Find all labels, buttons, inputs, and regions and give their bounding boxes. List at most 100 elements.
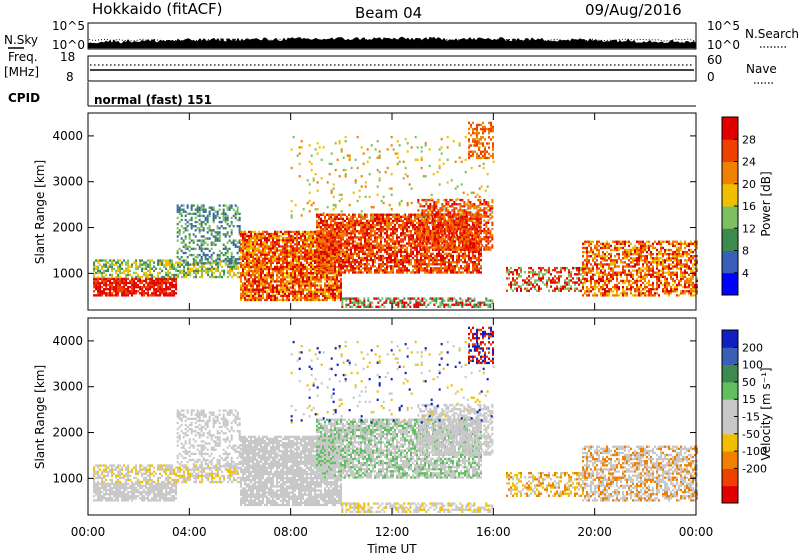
power-cell — [205, 269, 208, 273]
power-cell — [342, 213, 344, 216]
power-cell — [360, 236, 362, 239]
power-cell — [304, 288, 306, 291]
power-cell — [258, 282, 260, 285]
power-cell — [240, 280, 242, 283]
power-cell — [252, 263, 254, 267]
power-cell — [276, 259, 278, 262]
power-cell — [97, 281, 100, 285]
power-cell — [169, 275, 172, 279]
power-cell — [131, 275, 134, 279]
power-cell — [427, 225, 430, 229]
power-cell — [101, 267, 104, 270]
power-cell — [419, 225, 422, 229]
power-cell — [336, 217, 338, 221]
power-cell — [320, 246, 322, 249]
power-cell — [475, 248, 478, 251]
power-cell — [388, 227, 390, 231]
power-cell — [296, 243, 298, 246]
power-cell — [402, 258, 404, 262]
power-cell — [282, 288, 284, 291]
power-cell — [349, 301, 352, 304]
power-cell — [181, 269, 184, 273]
power-cell — [469, 233, 472, 237]
power-cell — [147, 273, 150, 277]
power-cell — [167, 273, 170, 277]
power-cell — [396, 234, 398, 237]
power-cell — [459, 238, 462, 241]
power-cell — [412, 246, 414, 249]
power-cell — [292, 267, 294, 271]
power-cell — [294, 278, 296, 281]
power-cell — [382, 236, 384, 239]
power-cell — [270, 265, 272, 269]
power-cell — [268, 286, 270, 289]
power-cell — [200, 239, 203, 242]
power-cell — [288, 251, 290, 254]
freq-unit-label: [MHz] — [4, 65, 39, 79]
power-cell — [435, 238, 438, 241]
power-cell — [129, 292, 132, 295]
power-cell — [434, 221, 436, 225]
power-cell — [382, 213, 384, 216]
power-cell — [432, 217, 434, 221]
power-cell — [382, 230, 384, 233]
power-cell — [428, 269, 430, 272]
power-cell — [453, 248, 456, 251]
power-cell — [292, 236, 294, 240]
power-cell — [392, 258, 394, 262]
power-cell — [479, 223, 482, 227]
power-cell — [274, 247, 276, 250]
power-cell — [95, 288, 98, 291]
power-cell — [258, 278, 260, 281]
power-cell — [322, 294, 324, 298]
power-cell — [318, 238, 320, 241]
power-cell — [230, 231, 233, 234]
power-cell — [314, 284, 316, 287]
power-cell — [334, 248, 336, 251]
power-cell — [270, 232, 272, 236]
power-cell — [294, 249, 296, 252]
power-cell — [480, 254, 482, 258]
power-cell — [468, 263, 470, 266]
power-cell — [419, 221, 422, 224]
power-cell — [476, 269, 478, 272]
power-cell — [470, 260, 472, 264]
power-cell — [374, 236, 376, 239]
power-cell — [485, 240, 488, 243]
power-cell — [412, 240, 414, 243]
power-cell — [284, 236, 286, 240]
power-cell — [300, 282, 302, 285]
power-cell — [113, 285, 116, 289]
power-cell — [272, 294, 274, 298]
power-cell — [447, 200, 450, 204]
power-cell — [324, 230, 326, 233]
power-cell — [390, 269, 392, 272]
power-cell — [370, 230, 372, 233]
power-cell — [461, 227, 464, 231]
power-cell — [416, 271, 418, 274]
power-cell — [236, 208, 239, 211]
power-cell — [330, 234, 332, 237]
power-cell — [332, 259, 334, 262]
power-cell — [334, 236, 336, 239]
power-cell — [351, 297, 354, 300]
power-cell — [266, 274, 268, 277]
power-cell — [111, 265, 114, 268]
power-cell — [242, 269, 244, 273]
power-cell — [260, 278, 262, 281]
power-cell — [314, 249, 316, 252]
power-cell — [340, 271, 342, 275]
power-cell — [248, 288, 250, 291]
power-cell — [438, 263, 440, 266]
power-cell — [370, 267, 372, 270]
power-cell — [105, 269, 108, 273]
power-cell — [288, 249, 290, 252]
power-cell — [216, 227, 219, 230]
power-cell — [306, 265, 308, 269]
power-cell — [296, 251, 298, 254]
power-cell — [244, 257, 246, 260]
power-cell — [272, 238, 274, 242]
power-cell — [364, 232, 366, 235]
power-cell — [93, 267, 96, 270]
power-cell — [252, 269, 254, 273]
